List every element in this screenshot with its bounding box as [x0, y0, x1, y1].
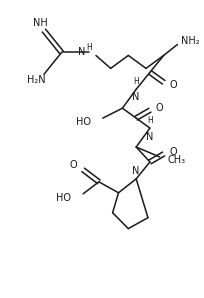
Text: O: O	[69, 160, 77, 170]
Text: O: O	[155, 103, 163, 113]
Text: N: N	[132, 166, 139, 176]
Text: O: O	[169, 80, 176, 90]
Text: N: N	[132, 92, 139, 102]
Text: HO: HO	[56, 193, 71, 203]
Text: H₂N: H₂N	[27, 75, 45, 85]
Text: CH₃: CH₃	[167, 155, 185, 165]
Text: H: H	[146, 116, 152, 125]
Text: NH: NH	[32, 18, 47, 28]
Text: N: N	[145, 132, 153, 142]
Text: N: N	[78, 47, 85, 58]
Text: O: O	[169, 147, 176, 157]
Text: NH₂: NH₂	[181, 35, 199, 46]
Text: H: H	[86, 43, 91, 52]
Text: HO: HO	[76, 117, 91, 127]
Text: H: H	[133, 77, 138, 86]
